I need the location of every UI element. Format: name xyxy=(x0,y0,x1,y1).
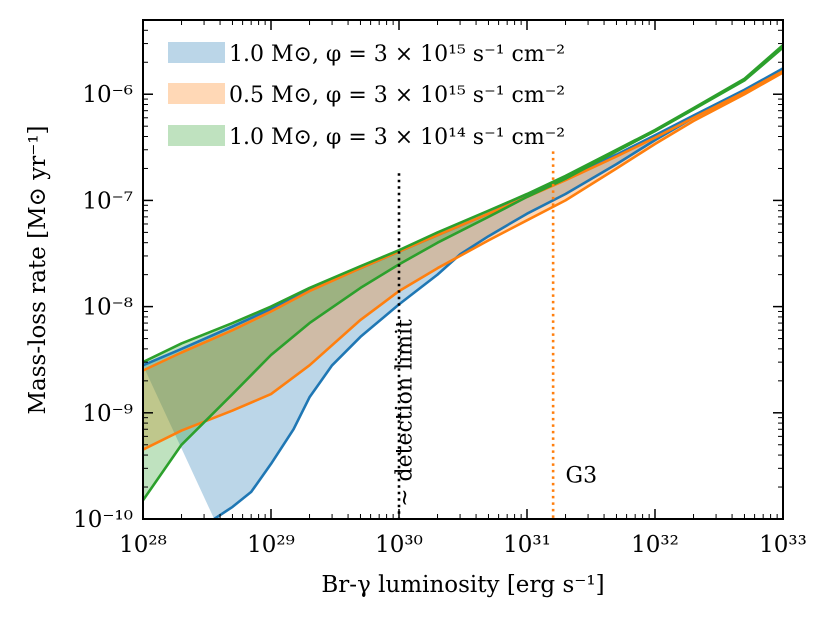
x-tick-label: 10³⁰ xyxy=(375,532,423,558)
annotation-2: G3 xyxy=(566,464,598,489)
y-tick-label: 10⁻⁸ xyxy=(82,295,133,321)
axis-ticks: 10²⁸ 10²⁹ 10³⁰ 10³¹ 10³² 10³³ 10⁻¹⁰ 10⁻⁹ 10⁻⁸ 10⁻… xyxy=(73,19,807,558)
y-tick-label: 10⁻¹⁰ xyxy=(73,507,133,533)
legend-label-1: 1.0 M⊙, φ = 3 × 10¹⁵ s⁻¹ cm⁻² xyxy=(229,42,565,67)
y-tick-label: 10⁻⁹ xyxy=(82,401,133,427)
x-tick-label: 10²⁹ xyxy=(247,532,295,558)
plot-frame xyxy=(142,19,784,520)
legend-swatch-1 xyxy=(168,42,225,63)
legend-label-2: 0.5 M⊙, φ = 3 × 10¹⁵ s⁻¹ cm⁻² xyxy=(229,83,565,108)
x-tick-label: 10³² xyxy=(631,532,679,558)
series-lines xyxy=(143,44,783,519)
legend-swatch-2 xyxy=(168,83,225,104)
series-2-band xyxy=(143,71,783,450)
series-2-lower-line xyxy=(143,71,783,451)
series-fills xyxy=(143,45,783,519)
annotations: ∼ detection limit G3 xyxy=(392,319,597,507)
legend-label-3: 1.0 M⊙, φ = 3 × 10¹⁴ s⁻¹ cm⁻² xyxy=(229,125,565,150)
y-tick-label: 10⁻⁶ xyxy=(82,82,133,108)
legend-swatch-3 xyxy=(168,125,225,146)
x-tick-label: 10²⁸ xyxy=(119,532,167,558)
x-tick-label: 10³³ xyxy=(759,532,807,558)
annotation-1: ∼ detection limit xyxy=(392,319,417,507)
y-tick-label: 10⁻⁷ xyxy=(82,188,133,214)
x-tick-label: 10³¹ xyxy=(503,532,551,558)
series-1-lower-line xyxy=(213,68,783,519)
series-3-lower-line xyxy=(143,46,783,502)
reference-lines xyxy=(397,151,555,519)
y-axis-label: Mass-loss rate [M⊙ yr⁻¹] xyxy=(25,125,51,414)
x-axis-label: Br-γ luminosity [erg s⁻¹] xyxy=(321,572,604,598)
legend: 1.0 M⊙, φ = 3 × 10¹⁵ s⁻¹ cm⁻² 0.5 M⊙, φ =… xyxy=(168,42,565,150)
series-2-upper-line xyxy=(143,69,783,372)
series-1-band xyxy=(143,68,783,519)
